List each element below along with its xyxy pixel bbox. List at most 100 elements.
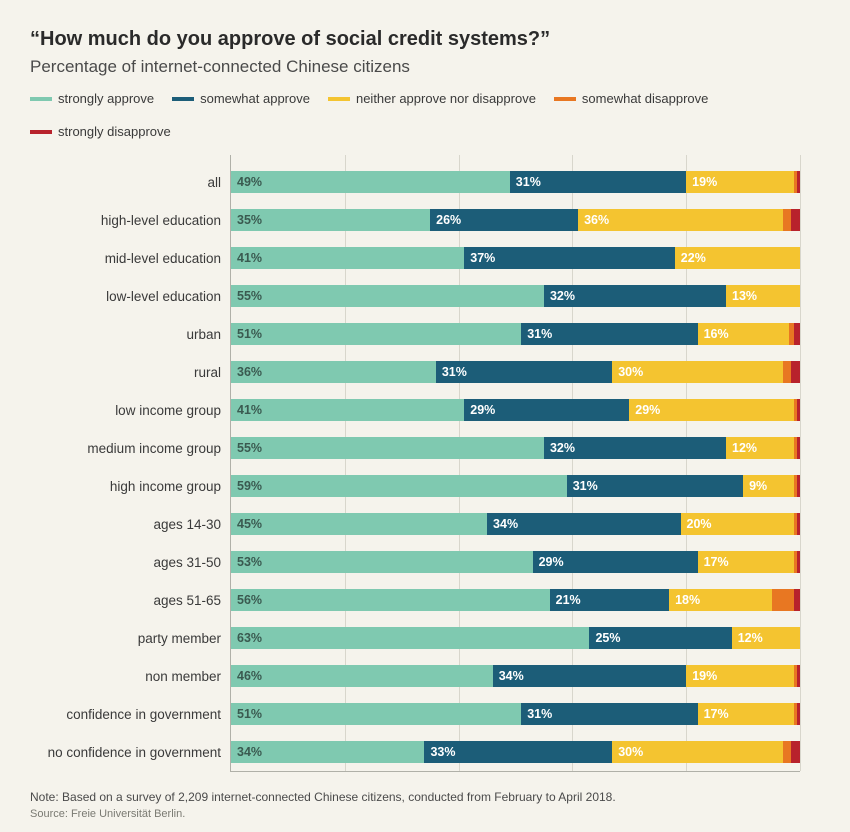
bar-segment: 29% xyxy=(629,399,794,421)
row-label: all xyxy=(36,175,231,190)
bar-track: 36%31%30% xyxy=(231,361,800,383)
legend-item: strongly disapprove xyxy=(30,124,171,139)
bar-track: 55%32%13% xyxy=(231,285,800,307)
bar-segment: 59% xyxy=(231,475,567,497)
bar-segment xyxy=(791,361,800,383)
bar-segment: 31% xyxy=(436,361,612,383)
bar-segment: 55% xyxy=(231,437,544,459)
chart-note: Note: Based on a survey of 2,209 interne… xyxy=(30,788,820,806)
bar-row: mid-level education41%37%22% xyxy=(231,239,800,277)
bar-segment xyxy=(797,171,800,193)
bar-segment: 9% xyxy=(743,475,794,497)
chart-container: “How much do you approve of social credi… xyxy=(0,0,850,832)
bar-segment: 30% xyxy=(612,741,783,763)
bar-segment: 31% xyxy=(567,475,743,497)
bar-track: 51%31%16% xyxy=(231,323,800,345)
bar-segment xyxy=(797,437,800,459)
bar-segment xyxy=(772,589,795,611)
bar-segment: 51% xyxy=(231,323,521,345)
bar-row: high-level education35%26%36% xyxy=(231,201,800,239)
bar-segment: 36% xyxy=(231,361,436,383)
legend-item: neither approve nor disapprove xyxy=(328,91,536,106)
bar-segment: 30% xyxy=(612,361,783,383)
bar-row: ages 51-6556%21%18% xyxy=(231,581,800,619)
chart-subtitle: Percentage of internet-connected Chinese… xyxy=(30,57,820,77)
bar-track: 34%33%30% xyxy=(231,741,800,763)
bar-track: 56%21%18% xyxy=(231,589,800,611)
bar-row: ages 31-5053%29%17% xyxy=(231,543,800,581)
legend-swatch xyxy=(172,97,194,101)
bar-segment: 22% xyxy=(675,247,800,269)
row-label: low income group xyxy=(36,403,231,418)
bar-track: 55%32%12% xyxy=(231,437,800,459)
row-label: high-level education xyxy=(36,213,231,228)
legend-swatch xyxy=(328,97,350,101)
bar-segment: 26% xyxy=(430,209,578,231)
bar-segment: 17% xyxy=(698,703,795,725)
legend-label: somewhat approve xyxy=(200,91,310,106)
bar-segment xyxy=(797,703,800,725)
chart-source: Source: Freie Universität Berlin. xyxy=(30,808,820,820)
bar-segment: 41% xyxy=(231,399,464,421)
bar-row: low-level education55%32%13% xyxy=(231,277,800,315)
row-label: party member xyxy=(36,631,231,646)
bar-row: non member46%34%19% xyxy=(231,657,800,695)
bar-segment: 18% xyxy=(669,589,771,611)
legend-swatch xyxy=(30,97,52,101)
legend-label: strongly disapprove xyxy=(58,124,171,139)
row-label: ages 14-30 xyxy=(36,517,231,532)
bar-segment: 35% xyxy=(231,209,430,231)
row-label: ages 31-50 xyxy=(36,555,231,570)
row-label: rural xyxy=(36,365,231,380)
bar-segment xyxy=(797,475,800,497)
bar-row: party member63%25%12% xyxy=(231,619,800,657)
bar-row: no confidence in government34%33%30% xyxy=(231,733,800,771)
bar-segment xyxy=(797,551,800,573)
gridline xyxy=(800,155,801,771)
legend-item: somewhat disapprove xyxy=(554,91,708,106)
bar-segment: 55% xyxy=(231,285,544,307)
row-label: confidence in government xyxy=(36,707,231,722)
bar-segment xyxy=(797,665,800,687)
bar-segment: 37% xyxy=(464,247,675,269)
bar-track: 41%37%22% xyxy=(231,247,800,269)
legend-item: somewhat approve xyxy=(172,91,310,106)
bar-segment xyxy=(783,361,792,383)
bar-segment: 16% xyxy=(698,323,789,345)
bar-segment: 32% xyxy=(544,437,726,459)
row-label: medium income group xyxy=(36,441,231,456)
bar-segment: 31% xyxy=(510,171,686,193)
legend-item: strongly approve xyxy=(30,91,154,106)
bar-segment: 29% xyxy=(533,551,698,573)
bar-row: high income group59%31%9% xyxy=(231,467,800,505)
bar-segment: 51% xyxy=(231,703,521,725)
bar-segment: 46% xyxy=(231,665,493,687)
legend-label: neither approve nor disapprove xyxy=(356,91,536,106)
bar-segment: 19% xyxy=(686,171,794,193)
bar-segment: 31% xyxy=(521,323,697,345)
legend: strongly approve somewhat approve neither … xyxy=(30,91,820,139)
legend-label: somewhat disapprove xyxy=(582,91,708,106)
bar-track: 35%26%36% xyxy=(231,209,800,231)
bar-segment: 34% xyxy=(487,513,680,535)
row-label: high income group xyxy=(36,479,231,494)
bar-segment: 25% xyxy=(589,627,731,649)
bar-track: 41%29%29% xyxy=(231,399,800,421)
bar-segment: 21% xyxy=(550,589,669,611)
bar-segment: 29% xyxy=(464,399,629,421)
row-label: mid-level education xyxy=(36,251,231,266)
bar-segment: 32% xyxy=(544,285,726,307)
bar-row: urban51%31%16% xyxy=(231,315,800,353)
bar-segment: 36% xyxy=(578,209,783,231)
bar-track: 63%25%12% xyxy=(231,627,800,649)
bar-segment: 20% xyxy=(681,513,795,535)
bar-segment xyxy=(797,399,800,421)
bar-row: all49%31%19% xyxy=(231,163,800,201)
legend-label: strongly approve xyxy=(58,91,154,106)
plot-area: all49%31%19%high-level education35%26%36… xyxy=(230,155,800,772)
bar-segment: 19% xyxy=(686,665,794,687)
bar-segment xyxy=(797,513,800,535)
bar-track: 51%31%17% xyxy=(231,703,800,725)
row-label: urban xyxy=(36,327,231,342)
bar-segment: 33% xyxy=(424,741,612,763)
